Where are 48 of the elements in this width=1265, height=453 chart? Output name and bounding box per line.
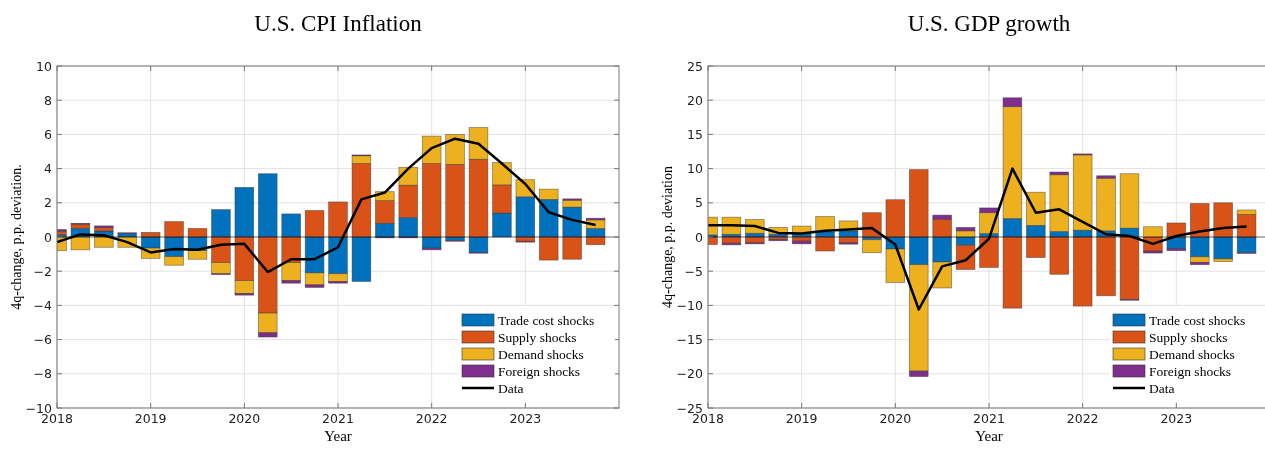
legend-label: Foreign shocks: [1149, 364, 1232, 379]
x-axis-title: Year: [324, 428, 352, 444]
y-tick-label: −4: [33, 297, 53, 313]
y-axis-title: 4q-change, p.p. deviation: [660, 166, 675, 308]
x-tick-label: 2019: [134, 411, 167, 426]
x-tick-label: 2019: [785, 411, 818, 426]
y-tick-label: −20: [676, 366, 704, 382]
y-tick-label: −2: [33, 263, 52, 279]
x-tick-label: 2023: [509, 411, 542, 426]
x-tick-label: 2023: [1160, 411, 1193, 426]
y-tick-label: 0: [695, 229, 704, 245]
y-tick-label: −6: [33, 332, 53, 348]
x-tick-label: 2021: [973, 411, 1005, 426]
y-tick-label: 10: [687, 161, 704, 177]
x-axis-title: Year: [975, 428, 1003, 444]
x-tick-label: 2021: [322, 411, 354, 426]
y-tick-label: 8: [44, 92, 53, 108]
legend-label: Data: [1149, 381, 1175, 396]
y-tick-label: 20: [687, 92, 704, 108]
y-tick-label: −15: [676, 332, 703, 348]
legend-label: Data: [498, 381, 524, 396]
y-tick-label: −10: [676, 297, 704, 313]
y-tick-label: 0: [44, 229, 53, 245]
legend-label: Trade cost shocks: [498, 313, 595, 328]
y-tick-label: 4: [44, 161, 53, 177]
x-tick-label: 2022: [415, 411, 448, 426]
legend-label: Demand shocks: [498, 347, 584, 362]
y-tick-label: 2: [44, 195, 52, 211]
y-tick-label: 15: [687, 126, 703, 142]
y-tick-label: 5: [695, 195, 703, 211]
legend-label: Foreign shocks: [498, 364, 581, 379]
legend-label: Demand shocks: [1149, 347, 1235, 362]
y-tick-label: 10: [36, 58, 53, 74]
legend-label: Trade cost shocks: [1149, 313, 1246, 328]
x-tick-label: 2020: [879, 411, 912, 426]
legend-label: Supply shocks: [498, 330, 577, 345]
chart-title: U.S. GDP growth: [907, 11, 1071, 36]
x-tick-label: 2018: [692, 411, 724, 426]
y-tick-label: 25: [687, 58, 703, 74]
y-axis-title: 4q-change, p.p. deviation.: [9, 164, 24, 310]
x-tick-label: 2022: [1066, 411, 1099, 426]
legend-label: Supply shocks: [1149, 330, 1228, 345]
y-tick-label: −8: [33, 366, 53, 382]
y-tick-label: −5: [684, 263, 703, 279]
chart-title: U.S. CPI Inflation: [254, 11, 423, 36]
x-tick-label: 2018: [41, 411, 73, 426]
x-tick-label: 2020: [228, 411, 261, 426]
y-tick-label: 6: [44, 126, 53, 142]
